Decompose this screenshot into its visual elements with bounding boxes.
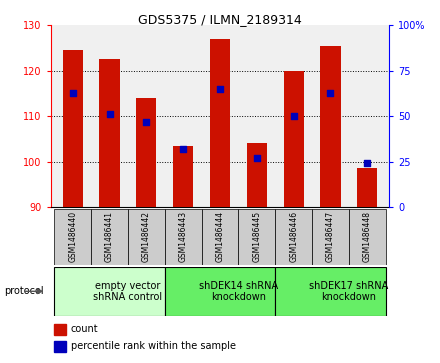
Text: protocol: protocol: [4, 286, 44, 296]
Point: [106, 111, 113, 117]
Bar: [202, 209, 238, 265]
Text: GSM1486445: GSM1486445: [252, 211, 261, 262]
Point: [143, 119, 150, 125]
Bar: [54, 267, 165, 316]
Text: GSM1486446: GSM1486446: [289, 211, 298, 262]
Bar: [357, 168, 378, 207]
Bar: [91, 209, 128, 265]
Bar: [54, 324, 66, 335]
Bar: [62, 50, 83, 207]
Bar: [99, 60, 120, 207]
Text: GSM1486443: GSM1486443: [179, 211, 188, 262]
Text: shDEK14 shRNA
knockdown: shDEK14 shRNA knockdown: [199, 281, 278, 302]
Bar: [283, 71, 304, 207]
Text: shDEK17 shRNA
knockdown: shDEK17 shRNA knockdown: [309, 281, 389, 302]
Text: GSM1486442: GSM1486442: [142, 211, 151, 262]
Text: count: count: [71, 323, 99, 334]
Bar: [238, 209, 275, 265]
Text: GSM1486448: GSM1486448: [363, 211, 372, 262]
Text: percentile rank within the sample: percentile rank within the sample: [71, 340, 236, 351]
Bar: [173, 146, 193, 207]
Bar: [165, 209, 202, 265]
Point: [364, 160, 371, 166]
Bar: [54, 209, 91, 265]
Bar: [320, 46, 341, 207]
Bar: [349, 209, 386, 265]
Point: [327, 90, 334, 95]
Bar: [247, 143, 267, 207]
Text: GSM1486447: GSM1486447: [326, 211, 335, 262]
Point: [180, 146, 187, 152]
Text: GSM1486444: GSM1486444: [216, 211, 224, 262]
Bar: [54, 340, 66, 351]
Point: [290, 113, 297, 119]
Bar: [275, 267, 386, 316]
Bar: [165, 267, 275, 316]
Text: GSM1486440: GSM1486440: [68, 211, 77, 262]
Point: [69, 90, 76, 95]
Text: GDS5375 / ILMN_2189314: GDS5375 / ILMN_2189314: [138, 13, 302, 26]
Text: GSM1486441: GSM1486441: [105, 211, 114, 262]
Bar: [275, 209, 312, 265]
Bar: [128, 209, 165, 265]
Bar: [136, 98, 157, 207]
Bar: [312, 209, 349, 265]
Point: [253, 155, 260, 161]
Bar: [210, 39, 230, 207]
Point: [216, 86, 224, 92]
Text: empty vector
shRNA control: empty vector shRNA control: [93, 281, 162, 302]
